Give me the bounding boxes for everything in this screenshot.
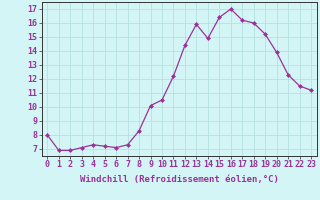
X-axis label: Windchill (Refroidissement éolien,°C): Windchill (Refroidissement éolien,°C) (80, 175, 279, 184)
